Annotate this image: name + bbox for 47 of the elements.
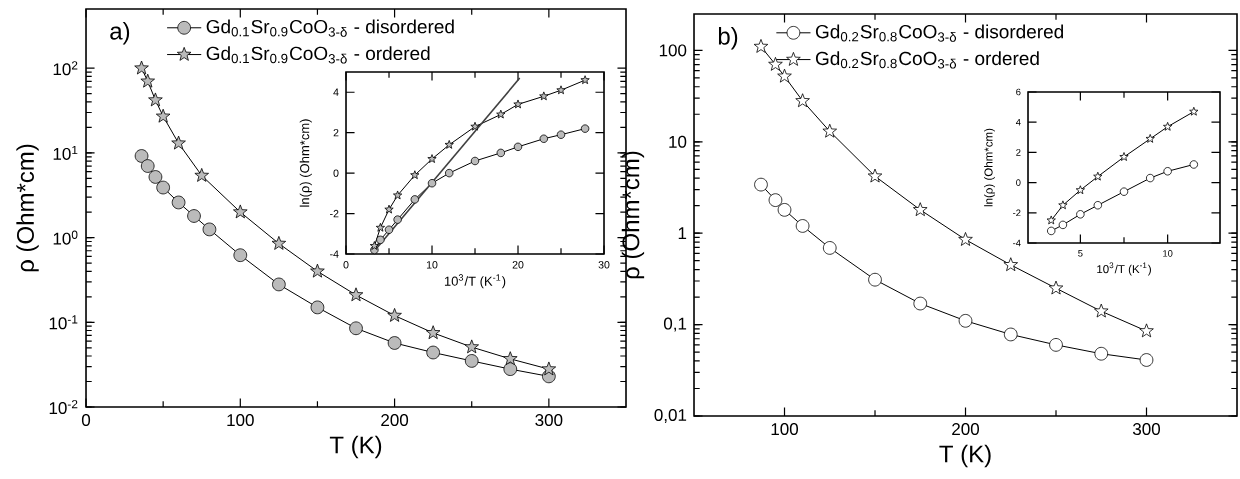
x-tick-label: 0	[81, 414, 91, 427]
x-tick-label: 30	[598, 261, 610, 269]
x-tick-label: 300	[535, 414, 563, 427]
y-tick-label: 10$^{-2}$	[49, 399, 78, 415]
y-axis-title: ln(ρ) (Ohm*cm)	[984, 128, 995, 207]
x-tick-label: 200	[381, 414, 409, 427]
y-tick-label: 4	[1015, 118, 1021, 126]
y-tick-label: -2	[1013, 209, 1021, 217]
x-axis-title: 10$^{3}$/T (K$^{-1}$)	[1097, 262, 1151, 276]
y-tick-label: 2	[333, 128, 339, 137]
y-axis-title: ρ (Ohm*cm)	[621, 151, 645, 279]
x-tick-label: 5	[1078, 250, 1083, 257]
y-tick-label: -2	[330, 209, 339, 218]
y-tick-label: 1	[678, 227, 687, 240]
x-axis-title: T (K)	[939, 444, 991, 468]
y-tick-label: 0,1	[663, 317, 687, 332]
x-axis-title: T (K)	[329, 435, 382, 459]
y-tick-label: 0	[1016, 179, 1021, 186]
y-tick-label: 2	[1016, 149, 1021, 156]
x-tick-label: 100	[771, 423, 799, 436]
x-axis-title: 10$^{3}$/T (K$^{-1}$)	[444, 274, 506, 289]
y-tick-label: 6	[1016, 88, 1021, 96]
x-tick-label: 100	[227, 414, 254, 427]
y-tick-label: 100	[659, 44, 687, 57]
y-tick-label: 10$^{-1}$	[49, 315, 78, 330]
y-tick-label: -4	[330, 250, 339, 258]
y-axis-title: ln(ρ) (Ohm*cm)	[299, 119, 312, 207]
y-tick-label: 10$^{1}$	[53, 145, 78, 160]
y-tick-label: 0,01	[654, 409, 687, 424]
x-tick-label: 0	[343, 261, 349, 269]
annotation: b)	[718, 27, 738, 50]
legend-label: Gd$_{0.2}$Sr$_{0.8}$CoO$_{3-δ}$ - disordered	[815, 24, 1064, 42]
x-tick-label: 20	[512, 261, 524, 269]
y-tick-label: 10	[669, 135, 687, 148]
legend-label: Gd$_{0.1}$Sr$_{0.9}$CoO$_{3-δ}$ - disordered	[206, 19, 454, 37]
x-tick-label: 200	[952, 423, 980, 436]
y-tick-label: -4	[1013, 239, 1021, 247]
y-tick-label: 10$^{2}$	[53, 61, 78, 76]
y-axis-title: ρ (Ohm*cm)	[16, 144, 39, 272]
legend-label: Gd$_{0.1}$Sr$_{0.9}$CoO$_{3-δ}$ - ordered	[206, 46, 430, 64]
annotation: a)	[110, 22, 130, 45]
y-tick-label: 4	[333, 88, 339, 96]
y-tick-label: 0	[333, 169, 339, 177]
legend-label: Gd$_{0.2}$Sr$_{0.8}$CoO$_{3-δ}$ - ordered	[815, 51, 1039, 69]
x-tick-label: 300	[1132, 423, 1161, 436]
x-tick-label: 10	[426, 261, 438, 269]
y-tick-label: 10$^{0}$	[53, 230, 78, 245]
